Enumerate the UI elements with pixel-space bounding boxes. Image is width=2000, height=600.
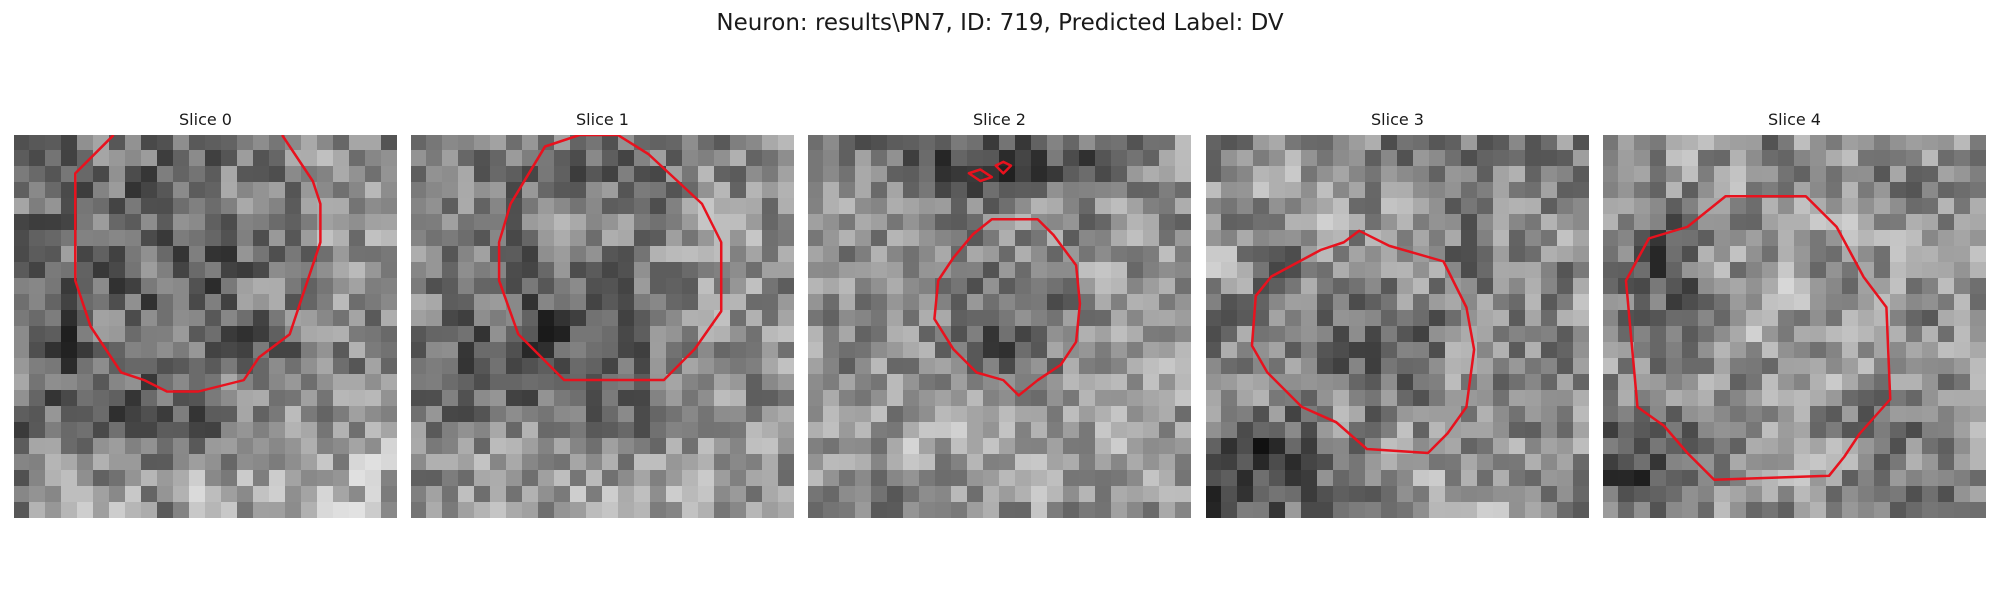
slice-panel-0: Slice 0 <box>14 108 397 518</box>
slice-image <box>1206 135 1589 518</box>
slice-panel-2: Slice 2 <box>808 108 1191 518</box>
slice-image <box>14 135 397 518</box>
slice-panel-3: Slice 3 <box>1206 108 1589 518</box>
slice-title: Slice 4 <box>1768 110 1821 129</box>
slice-image <box>411 135 794 518</box>
slice-title: Slice 3 <box>1371 110 1424 129</box>
slice-image <box>1603 135 1986 518</box>
slice-image <box>808 135 1191 518</box>
slice-title: Slice 0 <box>179 110 232 129</box>
slice-title: Slice 2 <box>973 110 1026 129</box>
slice-panel-1: Slice 1 <box>411 108 794 518</box>
slice-panel-4: Slice 4 <box>1603 108 1986 518</box>
slice-title: Slice 1 <box>576 110 629 129</box>
figure-title: Neuron: results\PN7, ID: 719, Predicted … <box>716 10 1284 36</box>
